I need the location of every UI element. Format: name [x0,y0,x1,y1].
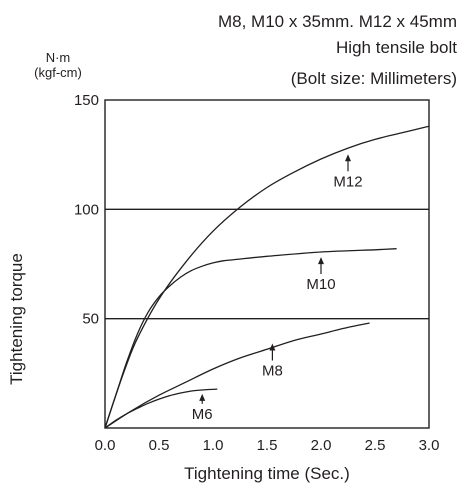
unit-label-kgfcm: (kgf-cm) [34,65,82,80]
annotation-label-m8: M8 [262,363,283,380]
y-tick-labels: 50 100 150 [74,92,99,328]
y-tick-label: 100 [74,201,99,218]
gridlines [105,208,429,320]
series-lines [104,125,430,429]
x-axis-label: Tightening time (Sec.) [184,464,350,483]
annotation-arrow-head [345,154,351,162]
series-line-m12 [104,125,430,429]
plot-frame [104,99,430,429]
series-line-m6 [104,388,218,429]
chart-title-line-2: High tensile bolt [336,38,457,57]
x-tick-label: 2.0 [311,437,332,454]
x-tick-labels: 0.0 0.5 1.0 1.5 2.0 2.5 3.0 [95,437,440,454]
x-tick-label: 1.5 [257,437,278,454]
annotation-arrow-head [318,257,324,265]
y-tick-label: 50 [82,311,99,328]
annotation-label-m12: M12 [333,173,362,190]
series-line-m10 [104,248,397,429]
annotation-arrow-head [199,393,206,401]
y-tick-label: 150 [74,92,99,109]
unit-label-nm: N·m [46,50,71,65]
annotation-label-m10: M10 [306,276,335,293]
x-tick-label: 2.5 [365,437,386,454]
y-axis-label: Tightening torque [7,253,26,385]
axes [104,99,430,429]
x-tick-label: 0.5 [149,437,170,454]
x-tick-label: 3.0 [419,437,440,454]
series-line-m8 [104,322,370,429]
x-tick-label: 0.0 [95,437,116,454]
annotation-arrow-head [269,343,276,351]
chart-title-line-3: (Bolt size: Millimeters) [291,69,457,88]
chart-title-line-1: M8, M10 x 35mm. M12 x 45mm [218,12,457,31]
annotations: M12 M10 M8 M6 [192,154,363,423]
annotation-label-m6: M6 [192,406,213,423]
x-tick-label: 1.0 [203,437,224,454]
